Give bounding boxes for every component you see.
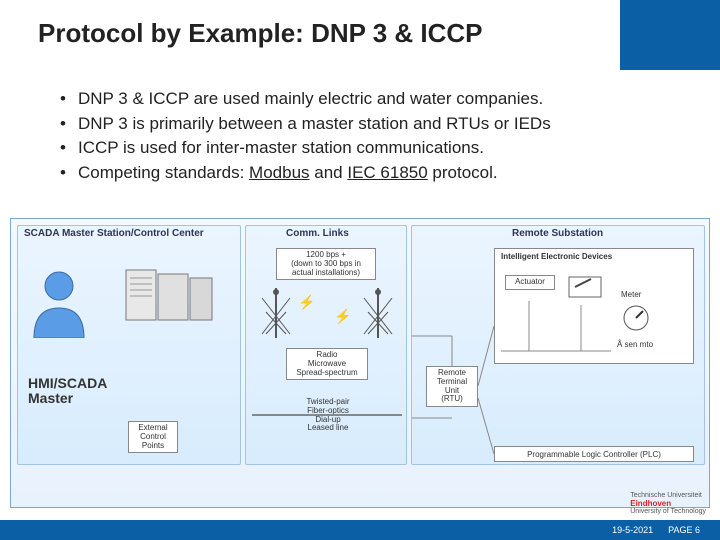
server-icon (118, 260, 218, 340)
header-accent (620, 0, 720, 70)
footer-page: PAGE 6 (668, 525, 700, 535)
lightning-icon: ⚡ (334, 308, 351, 325)
footer-date: 19-5-2021 (612, 525, 653, 535)
user-icon (28, 266, 90, 338)
bullet-text: and (310, 163, 348, 182)
logo-line: Eindhoven (630, 500, 706, 509)
logo-line: University of Technology (630, 508, 706, 516)
cable-line (252, 412, 402, 418)
bullet-text: Competing standards: (78, 163, 249, 182)
bullet-text: protocol. (428, 163, 498, 182)
zone-comm-links: Comm. Links 1200 bps + (down to 300 bps … (245, 225, 407, 465)
radio-box: Radio Microwave Spread-spectrum (286, 348, 368, 380)
link-modbus: Modbus (249, 163, 309, 182)
antenna-icon (358, 288, 398, 344)
lightning-icon: ⚡ (298, 294, 315, 311)
bullet-item: DNP 3 is primarily between a master stat… (60, 112, 720, 137)
bullet-item: ICCP is used for inter-master station co… (60, 136, 720, 161)
footer-bar: 19-5-2021 PAGE 6 (0, 520, 720, 540)
zone-title: SCADA Master Station/Control Center (24, 228, 204, 239)
university-logo: Technische Universiteit Eindhoven Univer… (630, 492, 706, 516)
zone3-connectors (412, 226, 706, 466)
hmi-label: HMI/SCADA Master (28, 376, 138, 407)
external-control-box: External Control Points (128, 421, 178, 453)
bullet-list: DNP 3 & ICCP are used mainly electric an… (0, 49, 720, 186)
zone-remote-substation: Remote Substation Intelligent Electronic… (411, 225, 705, 465)
slide-title: Protocol by Example: DNP 3 & ICCP (0, 0, 720, 49)
link-iec61850: IEC 61850 (347, 163, 427, 182)
zone-control-center: SCADA Master Station/Control Center HMI/… (17, 225, 241, 465)
zone-title: Comm. Links (286, 228, 349, 239)
antenna-icon (256, 288, 296, 344)
bitrate-box: 1200 bps + (down to 300 bps in actual in… (276, 248, 376, 280)
bullet-item: Competing standards: Modbus and IEC 6185… (60, 161, 720, 186)
bullet-item: DNP 3 & ICCP are used mainly electric an… (60, 87, 720, 112)
scada-diagram: SCADA Master Station/Control Center HMI/… (10, 218, 710, 508)
